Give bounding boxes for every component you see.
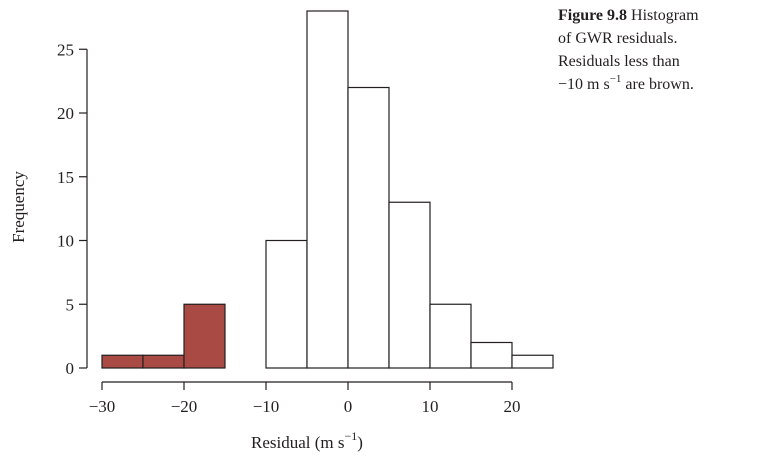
caption-line-1: Histogram: [631, 7, 699, 24]
x-tick-label-2: −10: [253, 397, 280, 416]
histogram-bar-9: [470, 341, 513, 369]
caption-line-4-value: −10 m s: [558, 76, 610, 93]
y-axis: 0 5 10 15 20 25: [57, 40, 88, 378]
x-axis-label-text: Residual (m s: [251, 433, 345, 452]
histogram-bar-8: [429, 303, 472, 369]
x-axis-label-end: ): [357, 433, 363, 452]
histogram-bar-6: [347, 86, 390, 369]
histogram-bar-7: [388, 201, 431, 369]
caption-label: Figure 9.8: [558, 7, 628, 24]
y-tick-label-0: 0: [66, 359, 75, 378]
histogram-bar-4: [265, 239, 308, 369]
y-tick-label-1: 5: [66, 295, 75, 314]
histogram-bar-1: [142, 354, 185, 369]
x-axis: −30 −20 −10 0 10 20: [89, 381, 521, 416]
histogram-bar-5: [306, 10, 349, 369]
x-tick-label-0: −30: [89, 397, 116, 416]
histogram-bar-0: [101, 354, 144, 369]
x-axis-label-exponent: −1: [345, 429, 358, 443]
x-tick-label-3: 0: [344, 397, 353, 416]
x-tick-label-5: 20: [504, 397, 521, 416]
x-tick-label-4: 10: [422, 397, 439, 416]
y-tick-label-5: 25: [57, 40, 74, 59]
figure-caption: Figure 9.8 Histogram of GWR residuals. R…: [558, 4, 773, 96]
caption-line-4: −10 m s−1 are brown.: [558, 73, 773, 96]
y-tick-label-2: 10: [57, 232, 74, 251]
histogram-bar-2: [183, 303, 226, 369]
caption-line-4-end: are brown.: [621, 76, 694, 93]
y-tick-label-3: 15: [57, 168, 74, 187]
y-axis-label: Frequency: [9, 171, 28, 243]
caption-line-4-exponent: −1: [609, 72, 622, 85]
histogram-bars: [101, 10, 554, 369]
caption-line-2: of GWR residuals.: [558, 30, 678, 47]
histogram-bar-10: [511, 354, 554, 369]
y-tick-label-4: 20: [57, 104, 74, 123]
x-tick-label-1: −20: [171, 397, 198, 416]
x-axis-label: Residual (m s−1): [251, 429, 363, 452]
caption-line-3: Residuals less than: [558, 53, 680, 70]
